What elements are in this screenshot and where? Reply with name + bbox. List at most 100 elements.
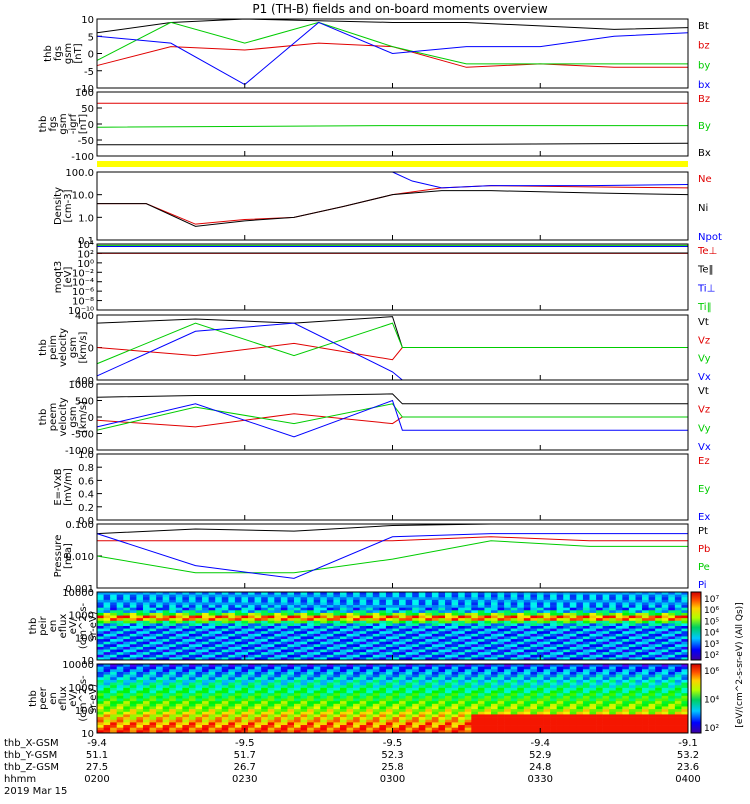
heatmap-cell	[622, 641, 630, 645]
heatmap-cell	[339, 701, 347, 705]
heatmap-cell	[543, 628, 551, 632]
heatmap-cell	[596, 620, 603, 624]
heatmap-cell	[254, 709, 262, 713]
heatmap-cell	[484, 679, 492, 683]
heatmap-cell	[116, 664, 124, 667]
heatmap-cell	[569, 623, 577, 627]
heatmap-cell	[668, 618, 676, 622]
heatmap-cell	[622, 657, 630, 661]
heatmap-cell	[576, 636, 584, 640]
heatmap-cell	[267, 620, 275, 624]
heatmap-cell	[228, 719, 236, 723]
heatmap-cell	[602, 690, 610, 694]
heatmap-cell	[208, 620, 216, 624]
heatmap-cell	[97, 646, 104, 650]
heatmap-cell	[523, 695, 531, 699]
heatmap-cell	[602, 677, 610, 681]
heatmap-cell	[596, 685, 603, 689]
heatmap-cell	[294, 610, 301, 614]
heatmap-cell	[221, 612, 229, 616]
heatmap-cell	[221, 719, 229, 723]
heatmap-cell	[405, 669, 413, 673]
heatmap-cell	[202, 701, 209, 705]
heatmap-cell	[550, 620, 557, 624]
heatmap-cell	[202, 709, 209, 713]
heatmap-cell	[530, 633, 538, 637]
heatmap-cell	[372, 693, 380, 697]
heatmap-cell	[353, 698, 360, 702]
heatmap-cell	[103, 607, 111, 611]
heatmap-cell	[445, 690, 452, 694]
heatmap-cell	[596, 610, 603, 614]
heatmap-cell	[464, 722, 472, 726]
heatmap-cell	[149, 730, 157, 734]
heatmap-cell	[550, 685, 557, 689]
heatmap-cell	[326, 685, 334, 689]
heatmap-cell	[497, 695, 505, 699]
heatmap-cell	[339, 652, 347, 656]
heatmap-cell	[399, 657, 406, 661]
heatmap-cell	[412, 594, 420, 598]
heatmap-cell	[431, 690, 439, 694]
heatmap-cell	[550, 644, 557, 648]
heatmap-cell	[294, 646, 301, 650]
heatmap-cell	[517, 719, 525, 723]
heatmap-cell	[504, 628, 511, 632]
heatmap-cell	[313, 714, 321, 718]
heatmap-cell	[517, 730, 525, 734]
heatmap-cell	[385, 671, 393, 675]
heatmap-cell	[615, 711, 623, 715]
y-tick-label: 1.0	[78, 450, 94, 461]
heatmap-cell	[156, 706, 163, 710]
heatmap-cell	[464, 592, 472, 595]
heatmap-cell	[208, 677, 216, 681]
heatmap-cell	[523, 717, 531, 721]
heatmap-cell	[582, 631, 590, 635]
heatmap-cell	[215, 722, 223, 726]
heatmap-cell	[129, 654, 137, 658]
heatmap-cell	[208, 730, 216, 734]
heatmap-cell	[615, 592, 623, 595]
heatmap-cell	[530, 641, 538, 645]
heatmap-cell	[110, 701, 117, 705]
y-tick-label: 10000	[62, 660, 94, 671]
heatmap-cell	[300, 677, 308, 681]
heatmap-cell	[300, 711, 308, 715]
heatmap-cell	[254, 693, 262, 697]
heatmap-cell	[622, 679, 630, 683]
heatmap-cell	[195, 679, 203, 683]
heatmap-cell	[615, 717, 623, 721]
heatmap-cell	[307, 602, 314, 606]
heatmap-cell	[320, 631, 328, 635]
heatmap-cell	[504, 664, 511, 667]
heatmap-cell	[445, 641, 452, 645]
heatmap-cell	[97, 628, 104, 632]
heatmap-cell	[195, 727, 203, 731]
heatmap-cell	[635, 646, 643, 650]
heatmap-cell	[136, 685, 144, 689]
heatmap-cell	[536, 706, 544, 710]
heatmap-cell	[615, 719, 623, 723]
heatmap-cell	[254, 620, 262, 624]
heatmap-cell	[169, 695, 177, 699]
heatmap-cell	[254, 677, 262, 681]
heatmap-cell	[307, 615, 314, 619]
heatmap-cell	[484, 594, 492, 598]
heatmap-cell	[300, 701, 308, 705]
heatmap-cell	[234, 679, 242, 683]
heatmap-cell	[576, 615, 584, 619]
heatmap-cell	[267, 714, 275, 718]
heatmap-cell	[576, 703, 584, 707]
heatmap-cell	[280, 641, 288, 645]
heatmap-cell	[405, 674, 413, 678]
heatmap-cell	[602, 730, 610, 734]
heatmap-cell	[405, 626, 413, 629]
heatmap-cell	[97, 615, 104, 619]
legend-e-field-1: Ey	[698, 484, 710, 495]
heatmap-cell	[674, 620, 682, 624]
colorbar	[690, 591, 702, 661]
heatmap-cell	[451, 646, 459, 650]
heatmap-cell	[491, 687, 498, 691]
heatmap-cell	[142, 703, 150, 707]
heatmap-cell	[602, 612, 610, 616]
